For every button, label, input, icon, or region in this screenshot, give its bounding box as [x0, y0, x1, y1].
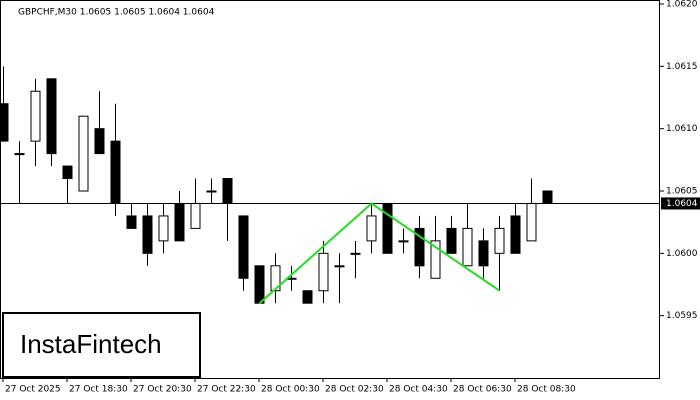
y-tick-label: 1.0600 — [666, 249, 698, 259]
candle-body — [174, 202, 185, 242]
candle-body — [158, 215, 169, 242]
chart-title: GBPCHF,M30 1.0605 1.0605 1.0604 1.0604 — [18, 8, 215, 18]
x-tick-label: 27 Oct 20:30 — [133, 385, 192, 395]
candle-body — [254, 265, 265, 304]
x-tick-label: 28 Oct 08:30 — [517, 385, 576, 395]
candle-body — [206, 190, 217, 193]
candle-body — [222, 178, 233, 204]
x-tick-label: 27 Oct 2025 — [5, 385, 61, 395]
y-tick-label: 1.0610 — [666, 124, 698, 134]
x-tick-label: 27 Oct 22:30 — [197, 385, 256, 395]
candle-body — [446, 227, 457, 254]
candle-body — [318, 252, 329, 292]
x-tick-label: 28 Oct 06:30 — [453, 385, 512, 395]
y-tick-label: 1.0595 — [666, 311, 698, 321]
candle-body — [366, 215, 377, 242]
y-tick-label: 1.0605 — [666, 187, 698, 197]
candle-body — [478, 240, 489, 267]
candle-body — [462, 227, 473, 267]
candle-body — [0, 103, 9, 142]
candle-body — [270, 265, 281, 292]
candle-body — [334, 265, 345, 268]
candle-body — [30, 90, 41, 142]
candle-body — [126, 215, 137, 229]
candle-body — [350, 252, 361, 255]
logo-box — [2, 312, 201, 378]
candle-body — [542, 190, 553, 204]
candle-body — [142, 215, 153, 254]
logo: InstaFintech — [20, 329, 162, 359]
candle-body — [190, 202, 201, 229]
candle-body — [510, 215, 521, 254]
candle-body — [62, 165, 73, 180]
candle-body — [382, 202, 393, 254]
candle-body — [94, 128, 105, 155]
candle-body — [430, 240, 441, 279]
current-price-label: 1.0604 — [666, 199, 698, 209]
candle-body — [46, 78, 57, 155]
candle-body — [526, 202, 537, 242]
x-tick-label: 27 Oct 18:30 — [69, 385, 128, 395]
candle-body — [414, 227, 425, 267]
candle-body — [78, 115, 89, 192]
candle-body — [110, 140, 121, 204]
y-tick-label: 1.0615 — [666, 62, 698, 72]
x-tick-label: 28 Oct 04:30 — [389, 385, 448, 395]
candle-body — [494, 227, 505, 254]
x-tick-label: 28 Oct 02:30 — [325, 385, 384, 395]
plot-frame — [0, 0, 660, 379]
candle-body — [302, 290, 313, 304]
current-price-box — [661, 197, 700, 210]
candle-body — [14, 153, 25, 156]
candle-body — [238, 215, 249, 279]
x-tick-label: 28 Oct 00:30 — [261, 385, 320, 395]
pattern-line — [258, 202, 501, 304]
candle-body — [398, 240, 409, 243]
y-tick-label: 1.0620 — [666, 0, 698, 10]
